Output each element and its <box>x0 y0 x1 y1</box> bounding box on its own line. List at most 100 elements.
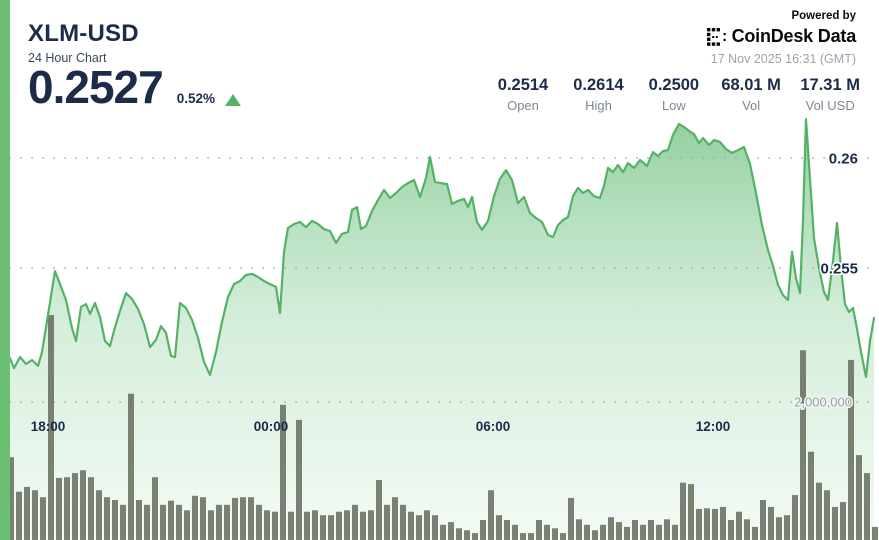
stat-vol-label: Vol <box>742 98 761 113</box>
volume-bar <box>184 510 190 540</box>
volume-bar <box>128 393 134 540</box>
volume-bar <box>336 511 342 540</box>
volume-bar <box>72 473 78 540</box>
volume-bar <box>496 515 502 540</box>
volume-bar <box>872 526 878 540</box>
volume-bar <box>80 470 86 540</box>
volume-bar <box>64 477 70 540</box>
brand-name: CoinDesk Data <box>731 26 857 46</box>
chart-header: XLM-USD 24 Hour Chart <box>28 20 139 65</box>
volume-bar <box>536 520 542 540</box>
volume-bar <box>808 451 814 540</box>
volume-bar <box>488 490 494 540</box>
stat-high-value: 0.2614 <box>573 76 624 94</box>
volume-bar <box>256 504 262 540</box>
volume-bar <box>16 491 22 540</box>
volume-bar <box>120 504 126 540</box>
volume-bar <box>416 515 422 540</box>
volume-bar <box>192 495 198 540</box>
volume-bar <box>176 504 182 540</box>
powered-by-block: Powered by CoinDesk Data 17 Nov 2025 16:… <box>706 10 857 66</box>
volume-bar <box>832 506 838 540</box>
volume-bar <box>464 530 470 540</box>
volume-bar <box>544 524 550 540</box>
volume-bar <box>784 515 790 540</box>
volume-bar <box>240 497 246 540</box>
volume-bar <box>216 504 222 540</box>
stat-vol: 68.01 M Vol <box>721 76 781 113</box>
volume-bar <box>672 524 678 540</box>
stat-low-label: Low <box>661 98 686 113</box>
volume-bar <box>840 502 846 540</box>
volume-bar <box>56 477 62 540</box>
volume-bar <box>312 510 318 540</box>
volume-bar <box>376 480 382 540</box>
volume-bar <box>168 500 174 540</box>
coindesk-logo-icon <box>706 27 726 46</box>
volume-bar <box>384 504 390 540</box>
price-change-percent: 0.52% <box>176 91 215 106</box>
volume-bar <box>584 524 590 540</box>
volume-bar <box>696 508 702 540</box>
volume-bar <box>728 520 734 540</box>
volume-bar <box>144 504 150 540</box>
volume-bar <box>504 520 510 540</box>
volume-bar <box>288 511 294 540</box>
volume-bar <box>248 497 254 540</box>
volume-bar <box>160 504 166 540</box>
volume-bar <box>96 490 102 540</box>
volume-bar <box>264 510 270 540</box>
volume-bar <box>512 524 518 540</box>
volume-bar <box>392 497 398 540</box>
volume-bar <box>688 484 694 540</box>
stat-vol-usd: 17.31 M Vol USD <box>800 76 860 113</box>
volume-bar <box>368 510 374 540</box>
volume-bar <box>352 504 358 540</box>
volume-bar <box>592 530 598 540</box>
volume-bar <box>640 524 646 540</box>
volume-bar <box>456 528 462 540</box>
volume-bar <box>600 524 606 540</box>
left-accent-bar <box>0 0 10 540</box>
stats-row: 0.2514 Open 0.2614 High 0.2500 Low 68.01… <box>495 76 860 113</box>
time-axis-tick: 18:00 <box>31 419 66 434</box>
volume-bar <box>432 515 438 540</box>
volume-bar <box>864 473 870 540</box>
volume-bar <box>232 497 238 540</box>
volume-bar <box>680 482 686 540</box>
volume-bar <box>776 517 782 540</box>
volume-bar <box>424 510 430 540</box>
volume-bar <box>792 495 798 540</box>
price-axis-tick: 0.255 <box>820 261 858 278</box>
volume-bar <box>280 404 286 540</box>
volume-bar <box>752 526 758 540</box>
price-area-fill <box>10 119 874 540</box>
volume-bar <box>344 510 350 540</box>
volume-bar <box>856 455 862 540</box>
current-price: 0.2527 <box>28 61 164 113</box>
up-arrow-icon <box>224 94 241 106</box>
volume-bar <box>616 522 622 540</box>
stat-high-label: High <box>585 98 612 113</box>
volume-bar <box>576 519 582 540</box>
volume-bar <box>200 497 206 540</box>
volume-bar <box>712 508 718 540</box>
volume-bar <box>88 477 94 540</box>
volume-bar <box>848 359 854 540</box>
volume-bar <box>400 504 406 540</box>
volume-bar <box>760 500 766 540</box>
volume-bar <box>720 506 726 540</box>
volume-bar <box>408 511 414 540</box>
powered-by-label: Powered by <box>791 10 856 22</box>
volume-bar <box>608 517 614 540</box>
stat-open-value: 0.2514 <box>497 76 549 94</box>
stat-low: 0.2500 Low <box>646 76 702 113</box>
volume-bar <box>136 500 142 540</box>
volume-bar <box>552 528 558 540</box>
volume-bar <box>568 497 574 540</box>
volume-bar <box>560 533 566 540</box>
volume-bar <box>304 511 310 540</box>
brand-row: CoinDesk Data <box>706 26 857 47</box>
